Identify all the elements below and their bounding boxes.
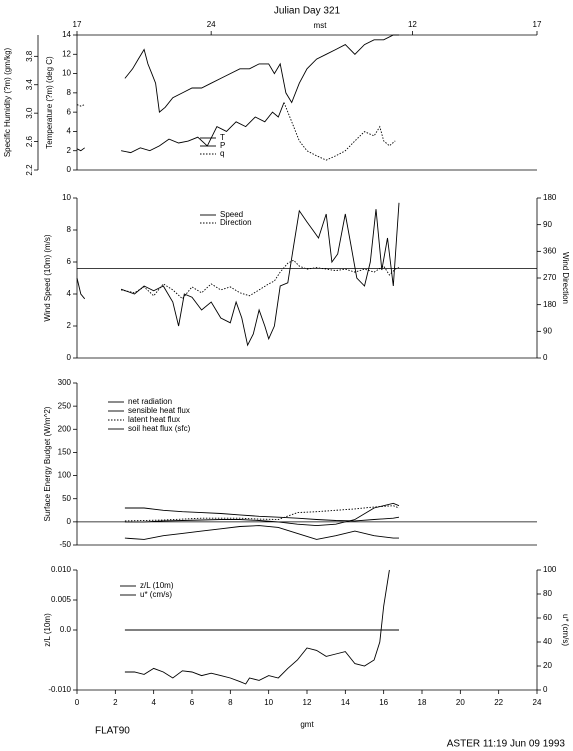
legend-label: P [220, 141, 225, 150]
legend-label: sensible heat flux [128, 406, 190, 415]
x-tick-label: 18 [418, 698, 427, 707]
y2-tick-label: 90 [543, 326, 552, 335]
footer-label: ASTER 11:19 Jun 09 1993 [447, 739, 566, 750]
x-tick-label: 8 [228, 698, 233, 707]
x2-tick-label: 24 [207, 20, 216, 29]
x-tick-label: 16 [379, 698, 388, 707]
y2-tick-label: 60 [543, 613, 552, 622]
legend-label: u* (cm/s) [140, 590, 172, 599]
y-axis-label: z/L (10m) [43, 613, 52, 647]
series-line [124, 525, 399, 540]
x-tick-label: 14 [341, 698, 350, 707]
y-tick-label: 14 [62, 30, 71, 39]
series-line [124, 502, 400, 527]
y-tick-label: 4 [67, 127, 72, 136]
legend-label: net radiation [128, 397, 172, 406]
y2-tick-label: 0 [543, 353, 548, 362]
y-tick-label: 10 [62, 69, 71, 78]
y-tick-label: 0.010 [51, 565, 72, 574]
series-line [124, 34, 399, 113]
y-axis-label: Temperature (?m) (deg C) [45, 56, 54, 149]
y2-axis-label: u* (cm/s) [561, 614, 570, 646]
x-tick-label: 22 [494, 698, 503, 707]
y2-tick-label: 100 [543, 565, 557, 574]
y2-tick-label: 360 [543, 246, 557, 255]
y2-tick-label: 180 [543, 193, 557, 202]
x-tick-label: 12 [303, 698, 312, 707]
y2-tick-label: 40 [543, 637, 552, 646]
y-tick-label: 0 [67, 517, 72, 526]
y2-axis-label: Wind Direction [561, 252, 570, 304]
y-tick-label: 0.0 [60, 625, 72, 634]
legend-label: soil heat flux (sfc) [128, 424, 191, 433]
y-tick-label: 8 [67, 225, 72, 234]
x-axis-label: gmt [300, 720, 314, 729]
y-axis-label: Wind Speed (10m) (m/s) [43, 234, 52, 321]
y2-tick-label: 270 [543, 273, 557, 282]
legend-label: latent heat flux [128, 415, 180, 424]
y-tick-label: 8 [67, 88, 72, 97]
x-tick-label: 20 [456, 698, 465, 707]
y2-axis-label: Specific Humidity (?m) (gm/kg) [3, 47, 12, 157]
legend-label: z/L (10m) [140, 581, 174, 590]
y-tick-label: 6 [67, 257, 72, 266]
y-tick-label: 150 [58, 448, 72, 457]
y-tick-label: 0 [67, 165, 72, 174]
y-tick-label: 0 [67, 353, 72, 362]
series-line [124, 507, 400, 522]
y-tick-label: 2 [67, 146, 72, 155]
y-tick-label: 50 [62, 494, 71, 503]
site-label: FLAT90 [95, 726, 130, 737]
series-line [121, 259, 400, 300]
series-line [76, 102, 285, 154]
y2-tick-label: 3.4 [25, 79, 34, 91]
y-tick-label: 0.005 [51, 595, 72, 604]
y-tick-label: 2 [67, 321, 72, 330]
y2-tick-label: 20 [543, 661, 552, 670]
y-tick-label: 4 [67, 289, 72, 298]
x-tick-label: 4 [151, 698, 156, 707]
series-line [124, 505, 400, 522]
y-tick-label: 300 [58, 378, 72, 387]
y-tick-label: -0.010 [48, 685, 71, 694]
x-tick-label: 0 [75, 698, 80, 707]
y2-tick-label: 2.6 [25, 135, 34, 147]
y-tick-label: 6 [67, 107, 72, 116]
x-tick-label: 10 [264, 698, 273, 707]
series-line [76, 202, 400, 347]
y2-tick-label: 180 [543, 300, 557, 309]
legend-label: Speed [220, 210, 243, 219]
y-tick-label: 200 [58, 424, 72, 433]
legend-label: T [220, 133, 225, 142]
chart-title: Julian Day 321 [274, 6, 341, 17]
x2-tick-label: 12 [408, 20, 417, 29]
series-line [124, 569, 390, 685]
x-tick-label: 6 [190, 698, 195, 707]
x2-tick-label: 17 [533, 20, 542, 29]
y2-tick-label: 3.0 [25, 107, 34, 119]
y2-tick-label: 0 [543, 685, 548, 694]
y2-tick-label: 90 [543, 220, 552, 229]
x-tick-label: 2 [113, 698, 118, 707]
y-tick-label: 250 [58, 401, 72, 410]
y-tick-label: -50 [59, 540, 71, 549]
legend-label: Direction [220, 218, 252, 227]
x2-tick-label: 17 [73, 20, 82, 29]
legend-label: q [220, 149, 224, 158]
y2-tick-label: 2.2 [25, 164, 34, 176]
y-tick-label: 10 [62, 193, 71, 202]
y-axis-label: Surface Energy Budget (W/m^2) [43, 406, 52, 521]
y-tick-label: 12 [62, 49, 71, 58]
y-tick-label: 100 [58, 471, 72, 480]
y2-tick-label: 3.8 [25, 50, 34, 62]
y2-tick-label: 80 [543, 589, 552, 598]
top-axis-label: mst [314, 21, 328, 30]
x-tick-label: 24 [533, 698, 542, 707]
series-line [76, 102, 396, 161]
